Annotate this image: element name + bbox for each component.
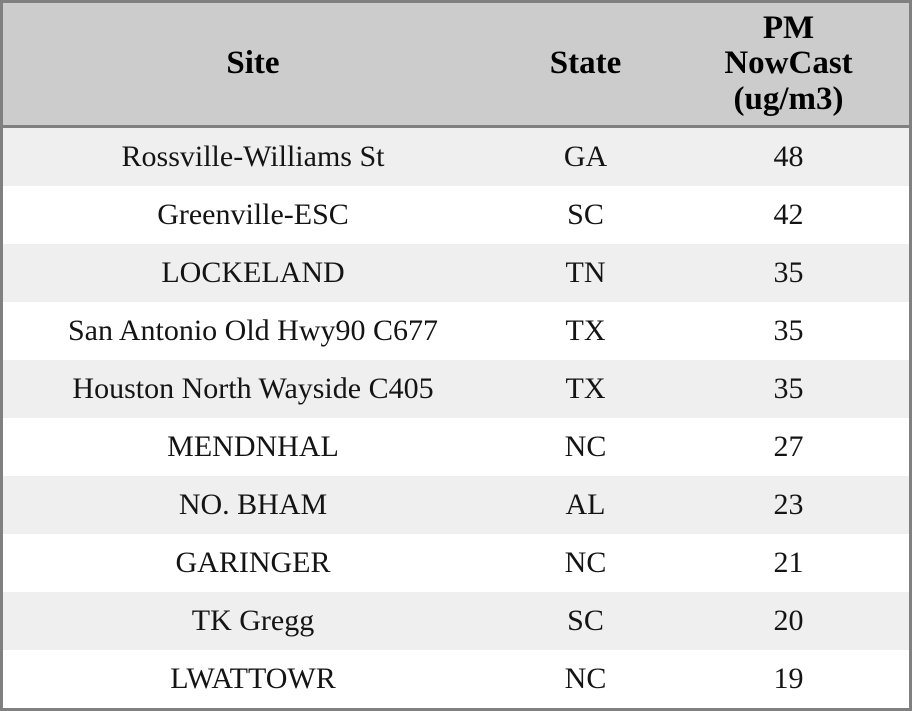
- column-header-site: Site: [3, 3, 503, 128]
- column-header-state-line-1: State: [549, 45, 622, 82]
- cell-pm-nowcast: 35: [773, 314, 804, 347]
- pm-nowcast-table: Site State PM NowCast (ug/m3): [3, 3, 909, 708]
- cell-state: NC: [564, 546, 607, 579]
- cell-state: NC: [564, 662, 607, 695]
- table-row: San Antonio Old Hwy90 C677 TX 35: [3, 302, 909, 360]
- table-body: Rossville-Williams St GA 48 Greenville-E…: [3, 126, 909, 708]
- table-row: Greenville-ESC SC 42: [3, 186, 909, 244]
- table-row: GARINGER NC 21: [3, 534, 909, 592]
- column-header-pm-nowcast-line-3: (ug/m3): [733, 80, 844, 117]
- column-header-pm-nowcast: PM NowCast (ug/m3): [668, 3, 909, 128]
- cell-site: NO. BHAM: [178, 488, 328, 521]
- cell-site: TK Gregg: [191, 604, 315, 637]
- cell-pm-nowcast: 20: [773, 604, 804, 637]
- cell-state: NC: [564, 430, 607, 463]
- cell-state: SC: [567, 198, 604, 231]
- cell-site: MENDNHAL: [167, 430, 339, 463]
- column-header-pm-nowcast-line-2: NowCast: [724, 45, 853, 82]
- cell-state: SC: [567, 604, 604, 637]
- cell-pm-nowcast: 23: [773, 488, 804, 521]
- column-header-site-line-1: Site: [226, 45, 280, 82]
- cell-pm-nowcast: 19: [773, 662, 804, 695]
- cell-pm-nowcast: 42: [773, 198, 804, 231]
- table-row: Houston North Wayside C405 TX 35: [3, 360, 909, 418]
- cell-state: TX: [565, 314, 606, 347]
- cell-site: LWATTOWR: [170, 662, 336, 695]
- cell-pm-nowcast: 27: [773, 430, 804, 463]
- table-header-row: Site State PM NowCast (ug/m3): [3, 3, 909, 128]
- cell-site: Houston North Wayside C405: [72, 372, 434, 405]
- table-header: Site State PM NowCast (ug/m3): [3, 3, 909, 128]
- table-row: TK Gregg SC 20: [3, 592, 909, 650]
- cell-state: TN: [565, 256, 606, 289]
- cell-pm-nowcast: 35: [773, 256, 804, 289]
- table-row: MENDNHAL NC 27: [3, 418, 909, 476]
- cell-site: San Antonio Old Hwy90 C677: [67, 314, 439, 347]
- column-header-pm-nowcast-line-1: PM: [762, 9, 815, 46]
- cell-pm-nowcast: 35: [773, 372, 804, 405]
- table-row: LWATTOWR NC 19: [3, 650, 909, 708]
- cell-state: AL: [565, 488, 606, 521]
- table-row: LOCKELAND TN 35: [3, 244, 909, 302]
- column-header-state: State: [503, 3, 668, 128]
- cell-site: LOCKELAND: [161, 256, 345, 289]
- cell-state: GA: [563, 140, 608, 173]
- cell-site: GARINGER: [175, 546, 331, 579]
- cell-pm-nowcast: 21: [773, 546, 804, 579]
- cell-pm-nowcast: 48: [773, 140, 804, 173]
- cell-site: Rossville-Williams St: [121, 140, 385, 173]
- cell-site: Greenville-ESC: [157, 198, 349, 231]
- table-row: NO. BHAM AL 23: [3, 476, 909, 534]
- table-row: Rossville-Williams St GA 48: [3, 126, 909, 186]
- cell-state: TX: [565, 372, 606, 405]
